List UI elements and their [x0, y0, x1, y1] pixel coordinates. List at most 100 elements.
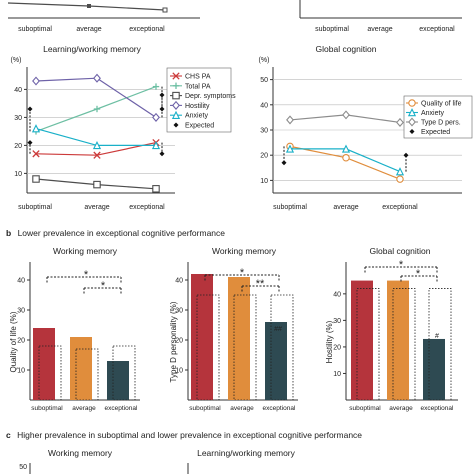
learning-expected-point [27, 140, 33, 146]
global-data-point [396, 175, 404, 183]
bar-annotation: # [435, 333, 439, 340]
bar [387, 280, 409, 400]
sig-star: * [416, 268, 421, 280]
bar [228, 277, 250, 400]
learning-data-point [93, 105, 101, 113]
sig-bracket [204, 274, 280, 292]
global-data-point [285, 144, 295, 153]
bar-chart-ylabel: Type D personality (%) [169, 301, 178, 382]
sig-star: * [240, 267, 245, 279]
panel-c-chart-title: Learning/working memory [197, 448, 296, 458]
bar-ytick-label: 40 [17, 278, 25, 285]
learning-chart: Learning/working memory (%) 10 20 30 40 sub… [11, 44, 237, 211]
learning-legend: CHS PA Total PA Depr. symptoms Hostility Anx… [166, 67, 236, 133]
learning-legend-marker [173, 122, 179, 128]
global-legend-label: Type D pers. [421, 120, 461, 127]
top-fragment-xtick: average [76, 26, 101, 33]
top-fragment-xtick: suboptimal [315, 26, 349, 33]
learning-data-point [92, 140, 102, 150]
bar-ytick-label: 20 [17, 338, 25, 345]
panel-c-letter: c [6, 430, 11, 440]
global-data-point [342, 153, 350, 162]
global-data-point [395, 167, 405, 176]
learning-data-point [152, 83, 160, 90]
learning-ytick-label: 30 [14, 115, 22, 122]
bar-ytick-label: 10 [333, 371, 341, 378]
global-legend-marker [408, 99, 416, 107]
sig-star: * [84, 269, 89, 281]
expected-bar [38, 345, 62, 401]
bar-xtick-label: suboptimal [31, 405, 63, 412]
global-data-point [286, 115, 294, 125]
global-data-point [342, 110, 350, 120]
learning-legend-box [166, 67, 232, 133]
bar [191, 274, 213, 400]
bar-xtick-label: average [72, 405, 96, 412]
bar-xtick-label: average [389, 405, 413, 412]
learning-data-point [152, 112, 160, 122]
bar [70, 337, 92, 400]
global-expected-point [403, 152, 409, 158]
learning-series-line [35, 128, 156, 146]
learning-legend-label: Hostility [185, 103, 210, 110]
bar [33, 328, 55, 400]
bar [107, 361, 129, 400]
top-fragment: suboptimal average exceptional suboptima… [7, 0, 462, 33]
learning-data-point [93, 151, 101, 159]
bar-xtick-label: exceptional [421, 405, 454, 412]
sig-star: * [101, 280, 106, 292]
expected-bar [75, 348, 99, 401]
global-xtick: average [333, 204, 358, 211]
bar-chart: 10 20 30 40 suboptimal average exceptional [175, 262, 298, 412]
bar-chart-title: Working memory [212, 246, 277, 256]
bar-xtick-label: average [230, 405, 254, 412]
panel-b-letter: b [6, 228, 11, 238]
learning-expected-point [159, 92, 165, 98]
global-legend: Quality of life Anxiety Type D pers. Expect… [403, 95, 473, 139]
panel-c-ytick: 50 [19, 464, 27, 471]
bar-chart-ylabel: Hostility (%) [325, 320, 334, 363]
bar-ytick-label: 40 [175, 278, 183, 285]
bar-ytick-label: 20 [333, 344, 341, 351]
top-fragment-xtick: exceptional [129, 26, 165, 33]
learning-legend-label: Depr. symptoms [185, 93, 236, 100]
global-legend-marker [409, 129, 415, 134]
learning-legend-marker [172, 72, 180, 80]
learning-ytick-label: 40 [14, 87, 22, 94]
learning-ytick-label: 20 [14, 143, 22, 150]
learning-expected-point [27, 106, 33, 112]
learning-chart-title: Learning/working memory [43, 44, 142, 54]
global-legend-marker [408, 117, 416, 127]
bar-ytick-label: 30 [175, 308, 183, 315]
global-data-point [396, 117, 404, 127]
bar-ytick-label: 40 [333, 291, 341, 298]
global-legend-label: Anxiety [421, 110, 444, 117]
panel-c-chart-title: Working memory [48, 448, 113, 458]
global-data-point [341, 144, 351, 153]
bar [265, 322, 287, 400]
expected-bar [356, 288, 380, 401]
global-ytick-label: 30 [260, 128, 268, 135]
global-chart-title: Global cognition [316, 44, 377, 54]
expected-bar [270, 294, 294, 401]
learning-series-line [35, 77, 157, 118]
global-xtick: suboptimal [273, 204, 307, 211]
panel-b-heading-text: Lower prevalence in exceptional cognitiv… [18, 228, 226, 238]
bar-annotation: ## [274, 326, 282, 333]
expected-bar [196, 294, 220, 401]
learning-xtick: exceptional [129, 204, 165, 211]
bar-xtick-label: exceptional [105, 405, 138, 412]
learning-data-point [152, 185, 160, 193]
learning-legend-marker [172, 82, 180, 89]
bar-ytick-label: 30 [17, 308, 25, 315]
panel-c-heading: c Higher prevalence in suboptimal and lo… [6, 430, 362, 440]
learning-legend-label: Total PA [185, 83, 211, 90]
learning-data-point [31, 124, 41, 133]
bar-chart-title: Working memory [53, 246, 118, 256]
global-ytick-label: 50 [260, 77, 268, 84]
learning-legend-marker [172, 91, 180, 100]
top-fragment-xtick: average [367, 26, 392, 33]
top-fragment-xtick: exceptional [419, 26, 455, 33]
global-legend-box [403, 95, 473, 139]
